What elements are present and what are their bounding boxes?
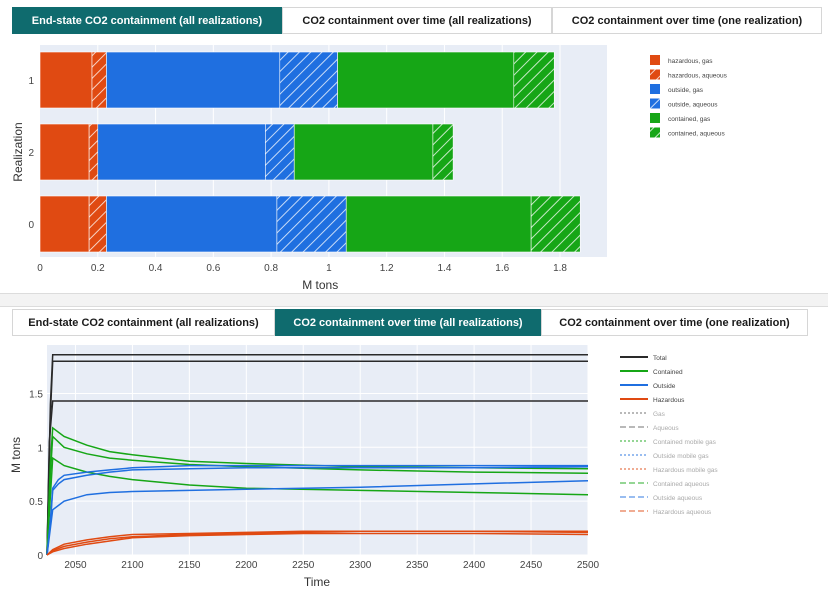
y-tick-label: 0 bbox=[28, 220, 34, 231]
bar-segment bbox=[106, 51, 281, 109]
legend-label: hazardous, gas bbox=[668, 58, 713, 65]
legend-label: Hazardous bbox=[653, 397, 685, 404]
legend-label: contained, gas bbox=[668, 116, 711, 123]
x-tick-label: 2450 bbox=[520, 560, 543, 571]
x-tick-label: 0.2 bbox=[91, 263, 105, 274]
bar-segment bbox=[91, 51, 107, 109]
series-line-contained bbox=[46, 456, 589, 556]
end-state-panel: End-state CO2 containment (all realizati… bbox=[0, 0, 828, 293]
y-axis-title: M tons bbox=[9, 437, 23, 473]
y-axis-title: Realization bbox=[11, 122, 25, 181]
x-tick-label: 0.4 bbox=[149, 263, 163, 274]
x-axis-title: Time bbox=[304, 575, 331, 589]
x-tick-label: 0 bbox=[37, 263, 43, 274]
legend-swatch bbox=[650, 127, 660, 138]
x-tick-label: 2050 bbox=[64, 560, 87, 571]
legend-swatch bbox=[650, 113, 660, 123]
legend-swatch bbox=[650, 55, 660, 65]
bar-segment bbox=[432, 123, 454, 181]
x-tick-label: 2250 bbox=[292, 560, 315, 571]
tab-over-time-one[interactable]: CO2 containment over time (one realizati… bbox=[552, 7, 822, 34]
legend-label: Total bbox=[653, 355, 667, 362]
top-tab-bar: End-state CO2 containment (all realizati… bbox=[12, 7, 822, 34]
legend-label: Gas bbox=[653, 411, 666, 418]
legend-label: Contained mobile gas bbox=[653, 439, 717, 446]
y-tick-label: 0.5 bbox=[29, 497, 43, 508]
x-tick-label: 2400 bbox=[463, 560, 486, 571]
x-tick-label: 1.8 bbox=[553, 263, 567, 274]
y-tick-label: 1 bbox=[28, 76, 34, 87]
bar-segment bbox=[88, 195, 107, 253]
series-line-hazardous bbox=[46, 530, 589, 556]
legend-swatch bbox=[650, 69, 660, 80]
plot-area bbox=[47, 345, 588, 555]
legend-label: outside, aqueous bbox=[668, 102, 718, 109]
bottom-tab-bar: End-state CO2 containment (all realizati… bbox=[12, 309, 808, 336]
x-tick-label: 2200 bbox=[235, 560, 258, 571]
x-tick-label: 0.6 bbox=[206, 263, 220, 274]
x-tick-label: 1.2 bbox=[380, 263, 394, 274]
x-tick-label: 0.8 bbox=[264, 263, 278, 274]
bar-segment bbox=[276, 195, 347, 253]
x-tick-label: 1.6 bbox=[495, 263, 509, 274]
legend-label: Contained aqueous bbox=[653, 481, 710, 488]
legend-label: Hazardous mobile gas bbox=[653, 467, 718, 474]
y-tick-label: 1 bbox=[37, 443, 43, 454]
x-tick-label: 2500 bbox=[577, 560, 600, 571]
series-line-hazardous bbox=[46, 532, 589, 556]
legend-label: Outside mobile gas bbox=[653, 453, 709, 460]
bar-segment bbox=[106, 195, 278, 253]
tab-end-state-all[interactable]: End-state CO2 containment (all realizati… bbox=[12, 7, 282, 34]
x-tick-label: 2300 bbox=[349, 560, 372, 571]
bar-segment bbox=[97, 123, 266, 181]
tab-end-state-all[interactable]: End-state CO2 containment (all realizati… bbox=[12, 309, 275, 336]
legend-label: hazardous, aqueous bbox=[668, 73, 728, 80]
legend-swatch bbox=[650, 98, 660, 109]
panel-divider bbox=[0, 293, 828, 307]
y-tick-label: 1.5 bbox=[29, 389, 43, 400]
x-tick-label: 1 bbox=[326, 263, 332, 274]
bar-segment bbox=[279, 51, 338, 109]
series-line-outside bbox=[46, 464, 588, 556]
y-tick-label: 2 bbox=[28, 148, 34, 159]
x-tick-label: 2150 bbox=[178, 560, 201, 571]
end-state-bar-chart: 0 0.2 0.4 0.6 0.8 1 1.2 1.4 1.6 1.8 1 2 0 M tons Reali… bbox=[11, 45, 728, 292]
legend-label: Aqueous bbox=[653, 425, 679, 432]
legend-label: outside, gas bbox=[668, 87, 704, 94]
over-time-line-chart: 2050 2100 2150 2200 2250 2300 2350 2400 2450 2500… bbox=[9, 345, 718, 589]
bar-segment bbox=[293, 123, 434, 181]
tab-over-time-all[interactable]: CO2 containment over time (all realizati… bbox=[275, 309, 541, 336]
series-line-contained bbox=[46, 426, 589, 556]
legend-label: Outside aqueous bbox=[653, 495, 703, 502]
bar-segment bbox=[530, 195, 581, 253]
legend-label: Hazardous aqueous bbox=[653, 509, 712, 516]
tab-over-time-one[interactable]: CO2 containment over time (one realizati… bbox=[541, 309, 808, 336]
legend-swatch bbox=[650, 84, 660, 94]
bar-segment bbox=[513, 51, 555, 109]
bar-segment bbox=[39, 195, 90, 253]
legend-label: Contained bbox=[653, 369, 683, 376]
series-line-total bbox=[46, 353, 588, 556]
bar-segment bbox=[337, 51, 515, 109]
x-tick-label: 2350 bbox=[406, 560, 429, 571]
series-line-contained bbox=[46, 434, 589, 556]
legend-label: Outside bbox=[653, 383, 676, 390]
x-tick-label: 2100 bbox=[121, 560, 144, 571]
bar-segment bbox=[345, 195, 532, 253]
over-time-panel: End-state CO2 containment (all realizati… bbox=[0, 305, 828, 616]
y-tick-label: 0 bbox=[37, 551, 43, 562]
bar-segment bbox=[265, 123, 295, 181]
x-axis-title: M tons bbox=[302, 278, 338, 292]
legend-label: contained, aqueous bbox=[668, 131, 725, 138]
series-line-outside bbox=[46, 479, 589, 556]
tab-over-time-all[interactable]: CO2 containment over time (all realizati… bbox=[282, 7, 552, 34]
bar-segment bbox=[39, 51, 93, 109]
bar-segment bbox=[88, 123, 99, 181]
x-tick-label: 1.4 bbox=[438, 263, 452, 274]
bar-segment bbox=[39, 123, 90, 181]
